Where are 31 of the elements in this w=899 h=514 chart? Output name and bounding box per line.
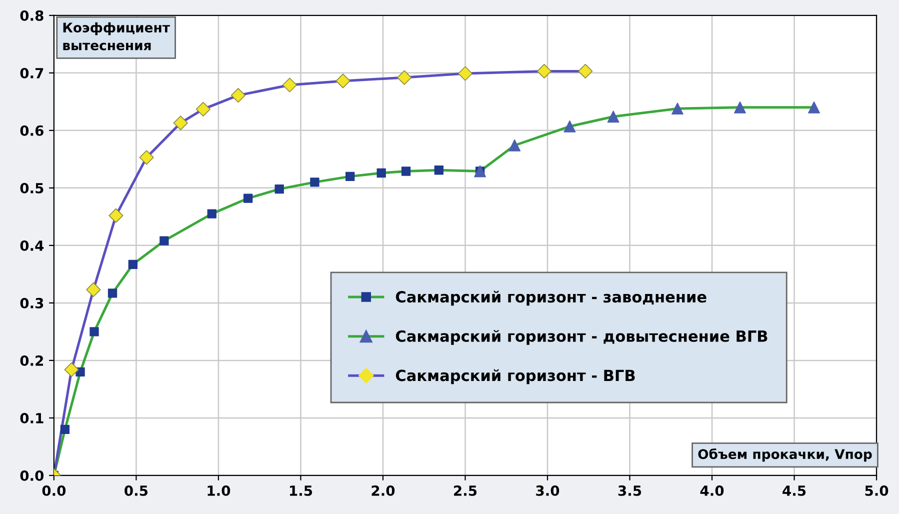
- y-tick-label: 0.1: [20, 412, 44, 424]
- y-tick-label: 0.7: [20, 68, 44, 78]
- y-tick-label: 0.4: [20, 240, 44, 251]
- y-tick-label: 0.5: [20, 182, 44, 194]
- point: [508, 139, 521, 152]
- legend-label: Сакмарский горизонт - довытеснение ВГВ: [396, 330, 768, 345]
- x-tick-label: 2.5: [454, 485, 477, 496]
- point: [734, 101, 746, 114]
- x-tick-label: 2.0: [372, 485, 395, 496]
- y-axis-title: Коэффициент вытеснения: [63, 22, 170, 50]
- point: [671, 102, 684, 115]
- point: [564, 120, 576, 132]
- point: [607, 110, 620, 123]
- x-tick-label: 3.5: [618, 485, 642, 496]
- x-tick-label: 4.0: [700, 485, 724, 496]
- y-tick-label: 0.2: [20, 355, 44, 366]
- x-tick-label: 1.5: [290, 486, 312, 496]
- legend-label: Сакмарский горизонт - заводнение: [396, 290, 706, 306]
- y-tick-label: 0.6: [20, 125, 44, 136]
- x-tick-label: 4.5: [782, 486, 806, 496]
- y-tick-label: 0.3: [20, 298, 44, 308]
- x-tick-label: 5.0: [865, 485, 888, 496]
- x-axis-title: Объем прокачки, Vпор: [698, 448, 872, 462]
- x-tick-label: 0.5: [124, 485, 148, 496]
- x-tick-label: 3.0: [536, 485, 560, 496]
- x-tick-label: 1.0: [208, 485, 230, 496]
- y-tick-label: 0.0: [20, 470, 44, 481]
- point: [808, 101, 820, 114]
- x-tick-label: 0.0: [42, 485, 66, 496]
- legend-label: Сакмарский горизонт - ВГВ: [396, 369, 635, 384]
- y-tick-label: 0.8: [20, 10, 44, 21]
